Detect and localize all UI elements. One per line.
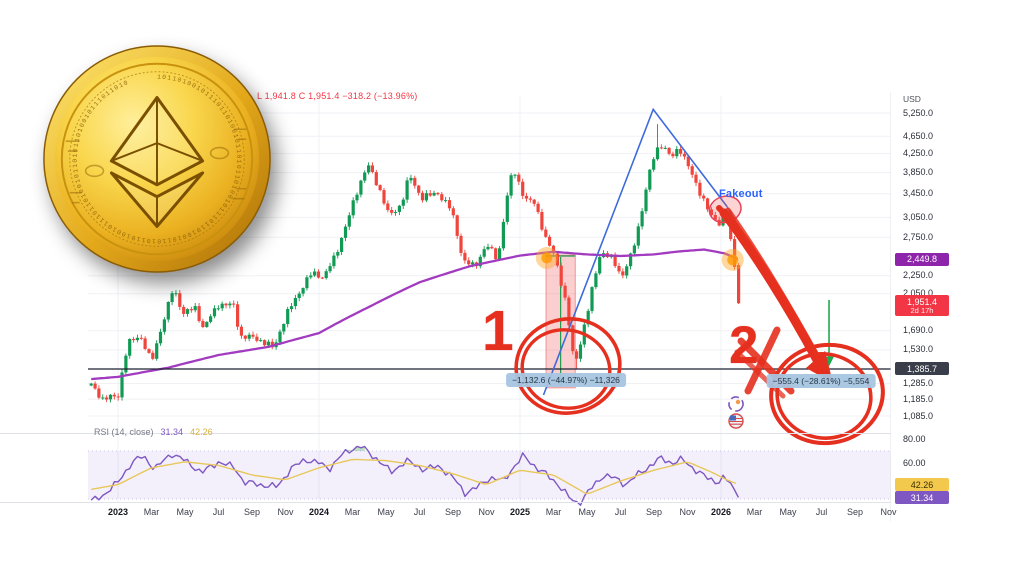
time-axis-month-label: May xyxy=(176,507,194,517)
swirl-sticker-icon xyxy=(728,396,744,412)
price-range-measure-2: −555.4 (−28.61%) −5,554 xyxy=(766,374,876,388)
time-axis-month-label: Mar xyxy=(545,507,562,517)
price-tick-label: 3,050.0 xyxy=(903,211,934,222)
red-marker-annotations xyxy=(514,205,885,446)
moving-average-line[interactable] xyxy=(91,248,739,381)
time-axis-month-label: Sep xyxy=(243,507,260,517)
ethereum-logo xyxy=(109,96,205,228)
price-tick-label: 1,285.0 xyxy=(903,377,934,388)
time-axis-month-label: Nov xyxy=(880,507,897,517)
rsi-ma-badge: 42.26 xyxy=(895,478,949,492)
rsi-legend-label: RSI (14, close) xyxy=(94,427,154,437)
time-axis-month-label: Mar xyxy=(746,507,763,517)
time-axis-month-label: May xyxy=(578,507,596,517)
time-axis-month-label: May xyxy=(779,507,797,517)
time-axis-month-label: Mar xyxy=(143,507,160,517)
price-tick-label: 2,250.0 xyxy=(903,270,934,281)
coin-circuit-marks xyxy=(65,128,247,204)
price-tick-label: 1,690.0 xyxy=(903,325,934,336)
price-tick-label: 3,850.0 xyxy=(903,167,934,178)
time-axis-year-label: 2024 xyxy=(308,507,330,517)
candle-countdown: 2d 17h xyxy=(910,305,934,315)
sticker-icons xyxy=(728,396,744,429)
time-axis-month-label: Nov xyxy=(277,507,294,517)
time-axis-month-label: Mar xyxy=(344,507,361,517)
rsi-ma-line[interactable] xyxy=(91,458,737,494)
price-tick-label: 4,250.0 xyxy=(903,148,934,159)
price-axis-currency-label: USD xyxy=(903,94,921,104)
time-axis-month-label: Jul xyxy=(212,507,225,517)
time-axis-year-label: 2026 xyxy=(710,507,732,517)
time-axis-month-label: Sep xyxy=(444,507,461,517)
price-axis[interactable]: USD 2,449.8 1,951.4 2d 17h 1,385.7 42.26 … xyxy=(891,0,1024,576)
fakeout-annotation-label: Fakeout xyxy=(719,188,763,200)
time-axis-month-label: Nov xyxy=(478,507,495,517)
time-axis-year-label: 2023 xyxy=(107,507,129,517)
triangle-trendlines[interactable] xyxy=(542,107,728,396)
rsi-indicator-legend[interactable]: RSI (14, close) 31.34 42.26 xyxy=(94,427,213,437)
ethereum-coin-image: 1011010010111011010010110101101001011101… xyxy=(38,40,276,278)
rsi-ma-value: 42.26 xyxy=(190,427,213,437)
last-price-badge: 1,951.4 2d 17h xyxy=(895,295,949,317)
ma-price-badge: 2,449.8 xyxy=(895,252,949,266)
time-axis-month-label: Sep xyxy=(645,507,662,517)
time-axis-month-label: May xyxy=(377,507,395,517)
time-axis-month-label: Jul xyxy=(413,507,426,517)
rsi-line[interactable] xyxy=(90,445,740,506)
candlesticks xyxy=(89,124,741,403)
rsi-tick-label: 60.00 xyxy=(903,457,926,468)
level-line-badge: 1,385.7 xyxy=(895,362,949,376)
annotation-number-2: 2 xyxy=(729,316,759,375)
rsi-band xyxy=(88,451,891,499)
price-tick-label: 1,085.0 xyxy=(903,410,934,421)
time-axis-month-label: Sep xyxy=(846,507,863,517)
time-axis-month-label: Jul xyxy=(815,507,828,517)
time-axis-month-label: Nov xyxy=(679,507,696,517)
price-tick-label: 3,450.0 xyxy=(903,188,934,199)
time-axis[interactable]: 2023 Mar May Jul Sep Nov 2024 Mar May Jul Sep Nov 20… xyxy=(0,504,897,522)
rsi-value-badge: 31.34 xyxy=(895,491,949,505)
price-tick-label: 2,050.0 xyxy=(903,288,934,299)
price-tick-label: 4,650.0 xyxy=(903,130,934,141)
time-axis-month-label: Jul xyxy=(614,507,627,517)
rsi-value: 31.34 xyxy=(160,427,184,437)
price-tick-label: 1,185.0 xyxy=(903,393,934,404)
price-tick-label: 5,250.0 xyxy=(903,107,934,118)
ohlc-legend: L 1,941.8 C 1,951.4 −318.2 (−13.96%) xyxy=(257,91,418,101)
annotation-number-1: 1 xyxy=(482,299,514,363)
last-price-value: 1,951.4 xyxy=(906,296,938,307)
rsi-tick-label: 80.00 xyxy=(903,433,926,444)
price-tick-label: 2,750.0 xyxy=(903,231,934,242)
price-range-measure-1: −1,132.6 (−44.97%) −11,326 xyxy=(506,373,626,387)
time-axis-year-label: 2025 xyxy=(509,507,531,517)
price-tick-label: 1,530.0 xyxy=(903,344,934,355)
